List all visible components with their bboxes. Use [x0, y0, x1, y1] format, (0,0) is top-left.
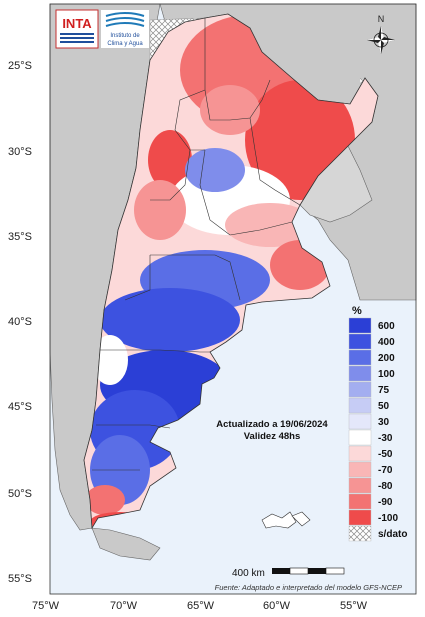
source-text: Fuente: Adaptado e interpretado del mode…: [215, 583, 402, 592]
latitude-labels: 25°S 30°S 35°S 40°S 45°S 50°S 55°S: [8, 60, 32, 585]
lat-label-30: 30°S: [8, 146, 32, 158]
legend-swatch: [348, 429, 372, 446]
legend-swatch: [348, 349, 372, 366]
lon-label-60: 60°W: [263, 600, 291, 612]
legend-swatch: [348, 381, 372, 398]
legend-label: -80: [378, 481, 393, 492]
legend-label: -100: [378, 513, 398, 524]
legend-swatch: [348, 317, 372, 334]
legend-swatch: [348, 365, 372, 382]
legend-swatch: [348, 461, 372, 478]
lon-label-70: 70°W: [110, 600, 138, 612]
legend-label: 75: [378, 385, 390, 396]
lat-label-35: 35°S: [8, 231, 32, 243]
province-borders: [92, 18, 301, 471]
lon-label-75: 75°W: [32, 600, 60, 612]
lon-label-55: 55°W: [340, 600, 368, 612]
legend-swatch: [348, 509, 372, 526]
compass-icon: N: [367, 14, 395, 54]
inta-logo-text: INTA: [62, 16, 92, 31]
legend-label: -90: [378, 497, 393, 508]
legend-title: %: [352, 305, 362, 317]
legend-label: -30: [378, 433, 393, 444]
legend-label: -70: [378, 465, 393, 476]
lon-label-65: 65°W: [187, 600, 215, 612]
map-frame: [49, 3, 417, 595]
legend-swatch: [348, 493, 372, 510]
legend-label: 200: [378, 353, 395, 364]
legend-swatch: [348, 477, 372, 494]
legend-label: 600: [378, 321, 395, 332]
legend-label: 100: [378, 369, 395, 380]
legend-swatch: [348, 413, 372, 430]
lat-label-25: 25°S: [8, 60, 32, 72]
neighbor-countries: [49, 3, 417, 561]
legend: % 600 400 200 100 75 50 30 -30 -50 -70 -80 -90 -100 s…: [348, 305, 407, 542]
legend-label: 400: [378, 337, 395, 348]
legend-swatch: [348, 333, 372, 350]
instituto-line1: Instituto de: [110, 33, 140, 39]
lat-label-45: 45°S: [8, 401, 32, 413]
lat-label-55: 55°S: [8, 573, 32, 585]
instituto-line2: Clima y Agua: [107, 41, 143, 47]
inta-logo: INTA: [55, 9, 99, 49]
legend-label: 50: [378, 401, 390, 412]
scale-bar: 400 km: [232, 567, 345, 579]
instituto-logo: Instituto de Clima y Agua: [101, 10, 149, 48]
lat-label-50: 50°S: [8, 488, 32, 500]
update-text: Actualizado a 19/06/2024: [216, 419, 328, 430]
scale-label: 400 km: [232, 568, 265, 579]
compass-north-label: N: [378, 14, 385, 24]
malvinas-islands: [261, 511, 311, 529]
legend-label: s/dato: [378, 529, 407, 540]
legend-swatch: [348, 397, 372, 414]
legend-label: -50: [378, 449, 393, 460]
lat-label-40: 40°S: [8, 316, 32, 328]
legend-label: 30: [378, 417, 390, 428]
legend-swatch: [348, 525, 372, 542]
longitude-labels: 75°W 70°W 65°W 60°W 55°W: [32, 600, 368, 612]
legend-swatch: [348, 445, 372, 462]
validity-text: Validez 48hs: [244, 431, 301, 442]
